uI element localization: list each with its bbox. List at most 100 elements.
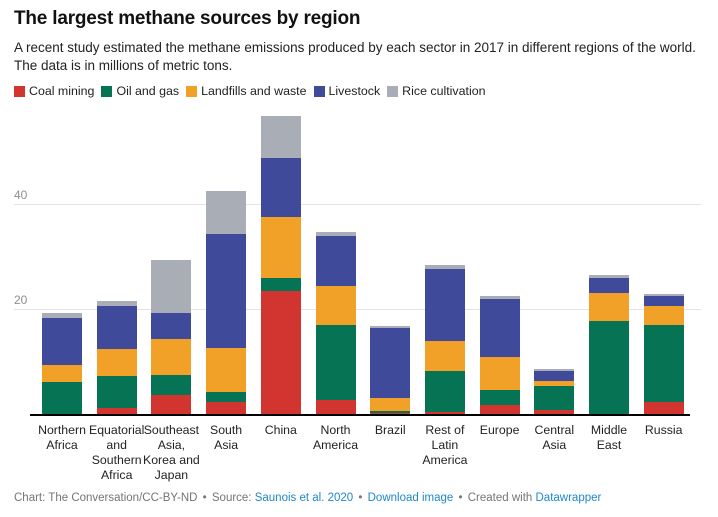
bar-brazil <box>370 326 411 414</box>
segment-livestock-central-asia[interactable] <box>534 370 575 382</box>
segment-coal-mining-southeast-asia-korea-and-japan[interactable] <box>151 394 192 414</box>
footer-separator: • <box>202 492 207 504</box>
segment-rice-cultivation-equatorial-and-southern-africa[interactable] <box>96 300 137 306</box>
segment-oil-and-gas-equatorial-and-southern-africa[interactable] <box>96 376 137 408</box>
segment-rice-cultivation-southeast-asia-korea-and-japan[interactable] <box>151 259 192 313</box>
segment-landfills-and-waste-southeast-asia-korea-and-japan[interactable] <box>151 339 192 375</box>
legend-label-rice-cultivation: Rice cultivation <box>402 84 486 98</box>
segment-oil-and-gas-china[interactable] <box>260 277 301 291</box>
bar-equatorial-and-southern-africa <box>96 300 137 414</box>
source-link[interactable]: Saunois et al. 2020 <box>254 492 354 504</box>
legend-swatch-coal-mining <box>14 85 25 97</box>
segment-landfills-and-waste-south-asia[interactable] <box>206 348 247 393</box>
segment-oil-and-gas-south-asia[interactable] <box>206 392 247 403</box>
segment-landfills-and-waste-europe[interactable] <box>479 356 520 390</box>
x-axis-label-brazil: Brazil <box>374 423 406 437</box>
y-tick-label-20: 20 <box>14 293 28 307</box>
segment-livestock-south-asia[interactable] <box>206 234 247 349</box>
segment-oil-and-gas-europe[interactable] <box>479 389 520 406</box>
bar-russia <box>643 293 684 414</box>
legend-label-landfills-and-waste: Landfills and waste <box>201 84 307 98</box>
segment-oil-and-gas-central-asia[interactable] <box>534 386 575 411</box>
segment-livestock-northern-africa[interactable] <box>42 317 82 365</box>
segment-livestock-middle-east[interactable] <box>589 277 629 293</box>
segment-coal-mining-rest-of-latin-america[interactable] <box>424 411 465 414</box>
segment-livestock-equatorial-and-southern-africa[interactable] <box>96 305 137 349</box>
segment-landfills-and-waste-northern-africa[interactable] <box>42 364 82 382</box>
legend-item-rice-cultivation: Rice cultivation <box>387 84 486 98</box>
bar-middle-east <box>589 275 629 414</box>
segment-oil-and-gas-brazil[interactable] <box>370 410 411 414</box>
segment-rice-cultivation-south-asia[interactable] <box>206 191 247 235</box>
x-axis-label-europe: Europe <box>479 423 520 437</box>
bar-rest-of-latin-america <box>424 265 465 414</box>
segment-coal-mining-south-asia[interactable] <box>206 402 247 414</box>
segment-oil-and-gas-russia[interactable] <box>643 324 684 403</box>
x-axis-label-rest-of-latin-america: Rest of Latin America <box>422 423 468 467</box>
segment-rice-cultivation-europe[interactable] <box>479 295 520 299</box>
bar-central-asia <box>534 368 575 414</box>
segment-livestock-china[interactable] <box>260 157 301 218</box>
segment-livestock-brazil[interactable] <box>370 327 411 399</box>
footer-separator: • <box>458 492 463 504</box>
segment-oil-and-gas-middle-east[interactable] <box>589 321 629 414</box>
segment-livestock-russia[interactable] <box>643 295 684 307</box>
segment-livestock-southeast-asia-korea-and-japan[interactable] <box>151 312 192 340</box>
segment-landfills-and-waste-middle-east[interactable] <box>589 292 629 322</box>
segment-coal-mining-china[interactable] <box>260 290 301 414</box>
segment-rice-cultivation-northern-africa[interactable] <box>42 312 82 318</box>
plot-area: 20 40 <box>0 110 718 416</box>
bar-northern-africa <box>42 312 82 414</box>
segment-rice-cultivation-brazil[interactable] <box>370 326 411 328</box>
segment-livestock-europe[interactable] <box>479 298 520 357</box>
footer-source-label: Source: <box>211 492 252 504</box>
segment-landfills-and-waste-equatorial-and-southern-africa[interactable] <box>96 348 137 377</box>
segment-landfills-and-waste-china[interactable] <box>260 217 301 278</box>
footer-credit: Chart: The Conversation/CC-BY-ND <box>14 492 198 504</box>
segment-landfills-and-waste-north-america[interactable] <box>315 286 356 326</box>
segment-landfills-and-waste-russia[interactable] <box>643 306 684 325</box>
legend-label-oil-and-gas: Oil and gas <box>116 84 180 98</box>
segment-coal-mining-equatorial-and-southern-africa[interactable] <box>96 407 137 414</box>
x-axis-label-middle-east: Middle East <box>590 423 628 452</box>
segment-rice-cultivation-rest-of-latin-america[interactable] <box>424 265 465 270</box>
segment-oil-and-gas-rest-of-latin-america[interactable] <box>424 371 465 412</box>
segment-coal-mining-brazil[interactable] <box>370 413 411 414</box>
x-axis-line <box>30 414 690 416</box>
segment-rice-cultivation-middle-east[interactable] <box>589 275 629 278</box>
segment-coal-mining-north-america[interactable] <box>315 400 356 414</box>
segment-coal-mining-central-asia[interactable] <box>534 410 575 414</box>
gridline-40 <box>14 204 701 205</box>
x-axis-label-china: China <box>264 423 297 437</box>
legend-item-oil-and-gas: Oil and gas <box>101 84 179 98</box>
legend-item-livestock: Livestock <box>313 84 380 98</box>
segment-landfills-and-waste-central-asia[interactable] <box>534 381 575 387</box>
segment-coal-mining-russia[interactable] <box>643 402 684 414</box>
segment-livestock-rest-of-latin-america[interactable] <box>424 269 465 342</box>
segment-oil-and-gas-north-america[interactable] <box>315 325 356 401</box>
bar-china <box>260 115 301 414</box>
gridline-20 <box>14 309 701 310</box>
segment-rice-cultivation-north-america[interactable] <box>315 232 356 236</box>
legend-item-landfills-and-waste: Landfills and waste <box>186 84 307 98</box>
legend-swatch-livestock <box>313 85 325 97</box>
segment-rice-cultivation-russia[interactable] <box>643 293 684 296</box>
legend: Coal mining Oil and gas Landfills and wast… <box>14 84 486 98</box>
segment-coal-mining-europe[interactable] <box>479 405 520 414</box>
x-axis-label-south-asia: South Asia <box>210 423 243 452</box>
datawrapper-link[interactable]: Datawrapper <box>535 492 602 504</box>
segment-landfills-and-waste-brazil[interactable] <box>370 398 411 411</box>
segment-rice-cultivation-central-asia[interactable] <box>534 368 575 371</box>
segment-oil-and-gas-southeast-asia-korea-and-japan[interactable] <box>151 374 192 395</box>
footer-separator: • <box>358 492 363 504</box>
segment-rice-cultivation-china[interactable] <box>260 115 301 158</box>
x-axis-label-north-america: North America <box>312 423 359 452</box>
footer: Chart: The Conversation/CC-BY-ND • Sourc… <box>14 491 714 505</box>
x-axis-label-equatorial-and-southern-africa: Equatorial and Southern Africa <box>89 423 145 482</box>
segment-oil-and-gas-northern-africa[interactable] <box>42 381 82 414</box>
segment-landfills-and-waste-rest-of-latin-america[interactable] <box>424 341 465 372</box>
bar-south-asia <box>206 191 247 414</box>
segment-livestock-north-america[interactable] <box>315 235 356 287</box>
download-image-link[interactable]: Download image <box>367 492 454 504</box>
